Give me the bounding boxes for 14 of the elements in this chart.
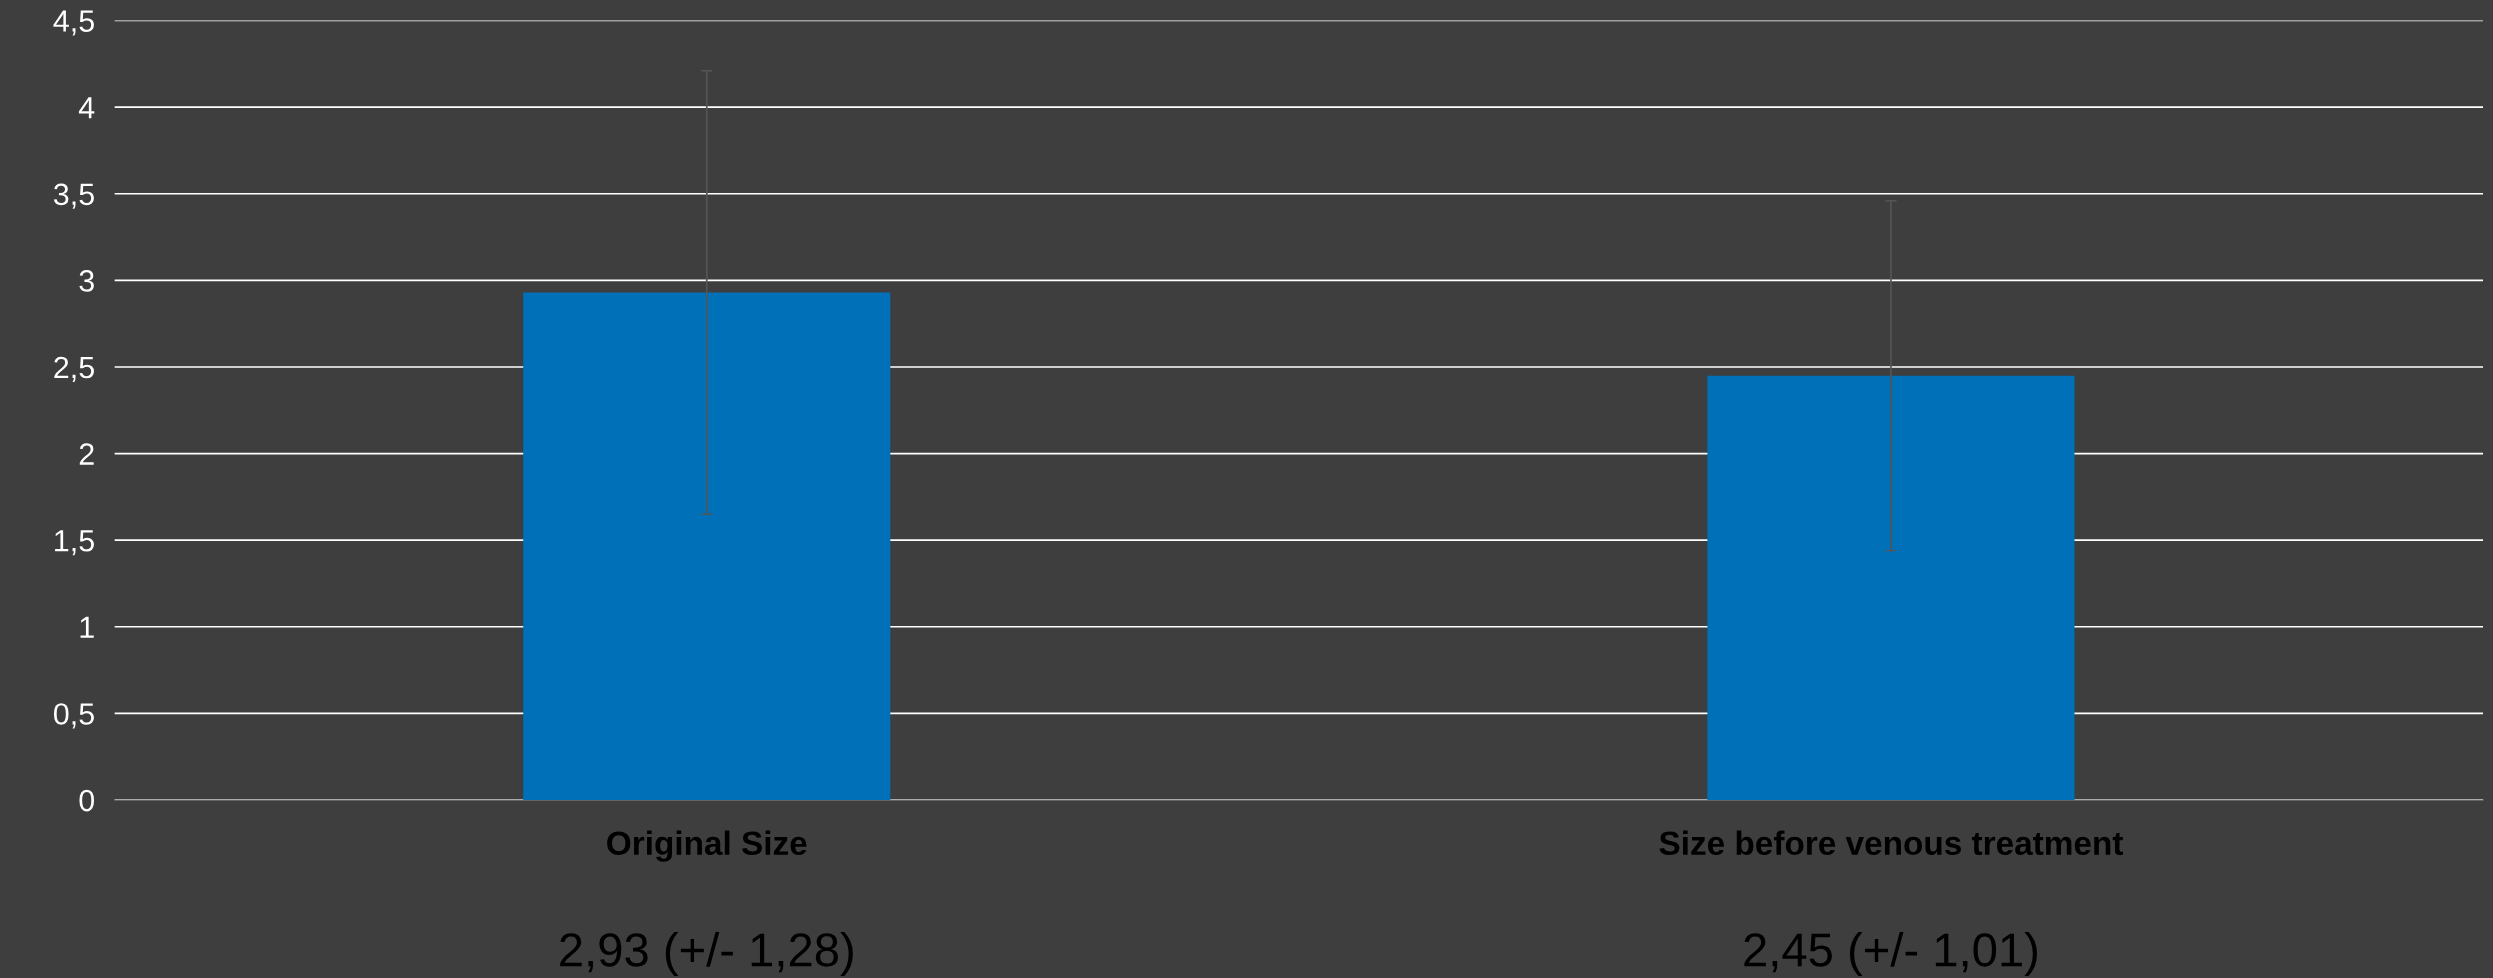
y-tick-label: 3,5: [53, 183, 94, 209]
data-label: 2,45 (+/- 1,01): [1744, 931, 2037, 976]
y-tick-label: 0,5: [53, 703, 94, 729]
y-tick-label: 2,5: [54, 356, 94, 382]
y-tick-label: 4: [78, 97, 95, 119]
x-tick-label: Original Size: [607, 830, 807, 862]
y-tick-label: 4,5: [53, 10, 94, 36]
y-tick-label: 3: [79, 270, 94, 292]
x-tick-label: Size before venous treatment: [1659, 830, 2124, 856]
y-tick-label: 2: [79, 443, 94, 465]
data-label: 2,93 (+/- 1,28): [560, 931, 853, 976]
y-tick-label: 1,5: [55, 530, 94, 556]
y-tick-label: 0: [79, 789, 95, 812]
y-tick-label: 1: [80, 616, 94, 638]
